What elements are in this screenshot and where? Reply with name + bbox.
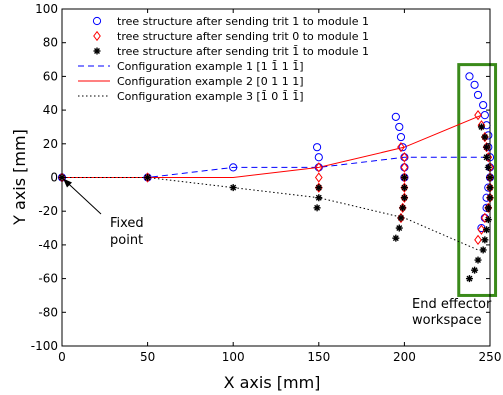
data-point [397,142,405,153]
data-point [473,90,483,100]
y-tick-label: -80 [38,305,58,319]
x-axis-label: X axis [mm] [224,373,321,392]
legend-label: tree structure after sending trit 1 to m… [117,15,369,28]
legend-marker [92,16,102,26]
data-point [484,204,492,212]
y-tick-label: 40 [43,103,58,117]
data-point [465,275,473,283]
y-tick-label: 20 [43,137,58,151]
data-point [314,172,323,183]
legend: tree structure after sending trit 1 to m… [78,15,369,103]
data-point [479,246,487,254]
data-point [396,132,406,142]
data-point [314,162,323,173]
y-tick-label: -40 [38,238,58,252]
legend-label: Configuration example 1 [1 1̄ 1 1̄] [117,60,304,73]
plot-area [57,63,498,297]
data-point [484,163,492,171]
y-tick-label: 100 [35,2,58,16]
data-point [484,216,492,224]
data-point [481,212,489,224]
x-tick-label: 0 [58,350,66,364]
y-tick-label: 60 [43,69,58,83]
data-point [229,163,238,172]
y-axis-label: Y axis [mm] [10,129,29,226]
x-tick-label: 100 [222,350,245,364]
fixed-point-label: Fixed [110,216,144,231]
y-tick-label: 80 [43,36,58,50]
y-tick-label: -60 [38,272,58,286]
fixed-point-arrow [64,180,102,215]
x-tick-label: 150 [307,350,330,364]
data-point [474,110,482,121]
data-point [480,111,489,120]
data-point [314,153,323,162]
legend-marker [93,30,101,42]
end-effector-workspace-box [457,63,498,297]
data-point [315,184,323,192]
legend-label: tree structure after sending trit 1̄ to … [117,45,369,58]
configuration-line-2 [62,114,482,178]
data-point [395,224,403,232]
y-tick-label: -100 [31,339,58,353]
data-point [144,174,152,181]
data-point [398,143,407,152]
end-effector-label: End effector [412,297,492,312]
fixed-point-label: point [110,233,143,248]
data-point [474,256,482,264]
legend-marker [93,47,101,55]
data-point [312,143,322,152]
data-point [229,184,237,192]
data-point [400,152,409,163]
data-point [471,266,479,274]
data-point [399,204,407,212]
data-point [397,214,405,222]
y-tick-label: -20 [38,204,58,218]
data-point [465,72,474,81]
x-tick-label: 250 [479,350,502,364]
data-point [391,112,400,121]
data-point [479,100,488,110]
data-point [395,122,404,132]
data-point [400,194,408,202]
data-point [477,123,485,131]
x-tick-label: 50 [140,350,155,364]
y-tick-label: 0 [50,171,58,185]
series-3 [58,123,494,283]
data-point [392,234,400,242]
data-point [400,174,408,181]
data-point [483,143,491,151]
data-point [474,234,482,245]
data-point [470,80,479,89]
data-point [477,224,486,235]
axis-ticks: 0 50 100 150 200 250100806040200-20-40-60-80-… [31,2,502,364]
data-point [481,133,489,141]
data-point [483,226,491,234]
configuration-line-1 [62,156,490,178]
legend-label: Configuration example 2 [0 1 1 1] [117,75,304,88]
legend-label: Configuration example 3 [1̄ 0 1̄ 1̄] [117,90,304,103]
x-tick-label: 200 [393,350,416,364]
data-point [483,153,491,161]
fixed-point-arrowhead [63,178,72,188]
data-point [481,236,489,244]
end-effector-label: workspace [412,313,482,328]
data-point [400,163,409,172]
legend-label: tree structure after sending trit 0 to m… [117,30,369,43]
data-point [313,204,321,212]
data-point [315,194,323,202]
data-point [400,162,409,173]
data-point [400,184,408,192]
